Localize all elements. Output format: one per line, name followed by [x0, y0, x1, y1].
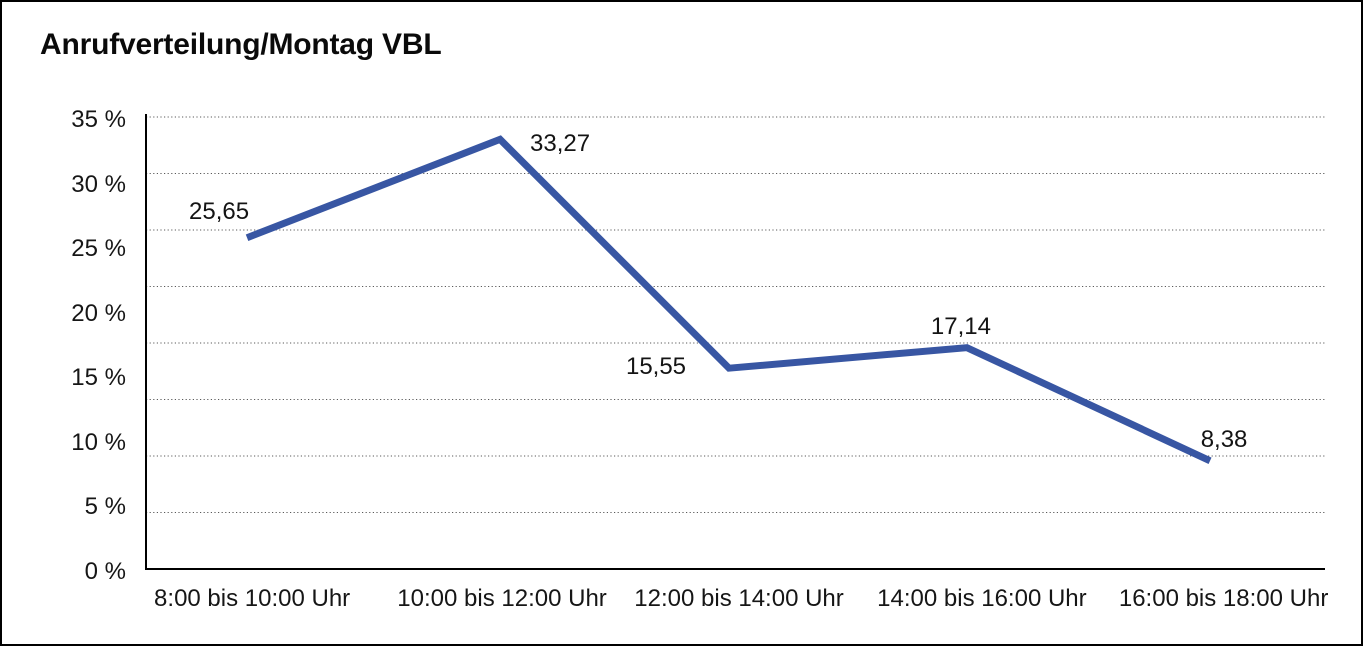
y-tick-label: 20 % [71, 299, 126, 327]
x-category-label: 14:00 bis 16:00 Uhr [877, 585, 1087, 612]
y-tick-label: 30 % [71, 170, 126, 198]
y-tick-label: 35 % [71, 106, 126, 133]
data-line [245, 135, 1212, 464]
data-point-label: 25,65 [189, 197, 250, 225]
axes-group [145, 114, 1325, 570]
data-point-label: 8,38 [1200, 425, 1248, 453]
x-category-label: 10:00 bis 12:00 Uhr [397, 585, 607, 612]
y-tick-label: 15 % [71, 364, 126, 392]
y-tick-label: 0 % [84, 558, 126, 585]
x-category-label: 12:00 bis 14:00 Uhr [634, 585, 844, 612]
gridlines-group [146, 116, 1325, 513]
data-point-label: 15,55 [625, 353, 687, 381]
y-tick-label: 10 % [71, 428, 126, 456]
x-category-label: 8:00 bis 10:00 Uhr [154, 585, 351, 612]
chart-title: Anrufverteilung/Montag VBL [40, 28, 442, 61]
data-point-label: 33,27 [530, 130, 591, 158]
y-tick-label: 5 % [84, 493, 126, 521]
x-category-label: 16:00 bis 18:00 Uhr [1118, 585, 1329, 612]
data-series-group [245, 135, 1212, 464]
y-tick-label: 25 % [71, 235, 126, 263]
data-point-label: 17,14 [930, 312, 991, 340]
